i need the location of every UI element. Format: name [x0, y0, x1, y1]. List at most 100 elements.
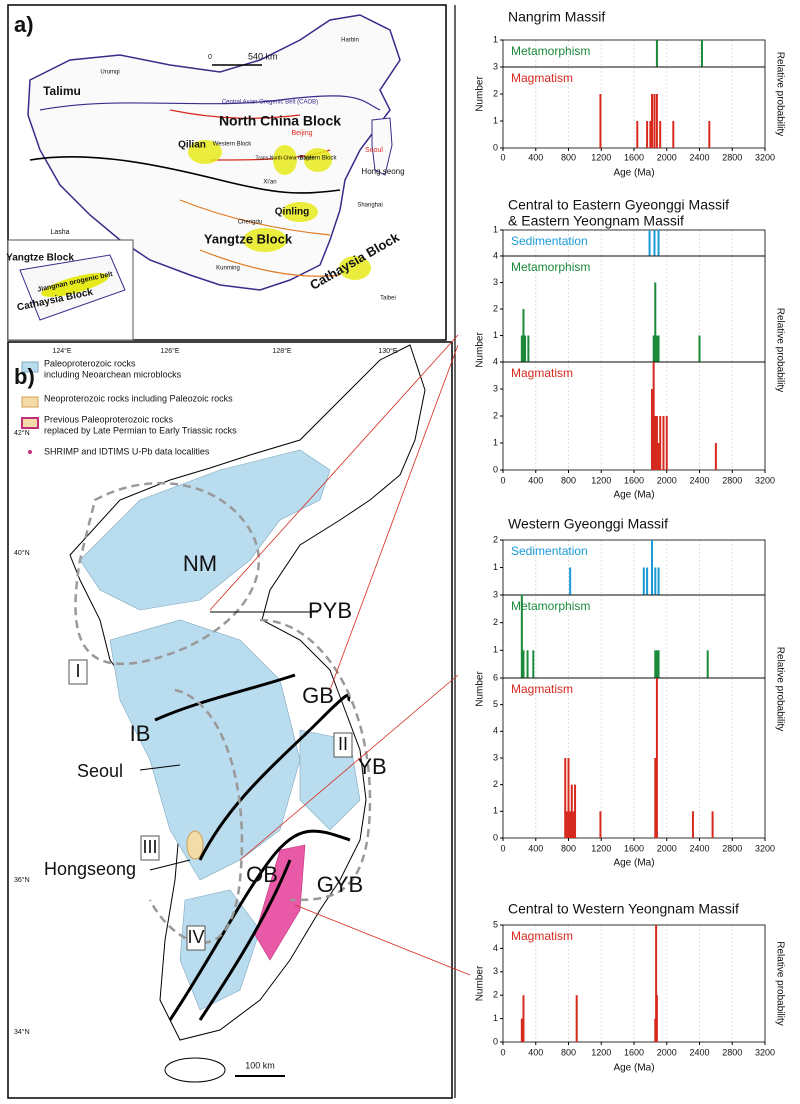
scale-text: 0	[208, 54, 212, 61]
boundary	[154, 673, 296, 722]
y-tick-label: 3	[493, 589, 498, 599]
chart-title: Western Gyeonggi Massif	[508, 516, 668, 532]
bar	[655, 650, 658, 678]
connector	[239, 674, 459, 861]
chart-title: & Eastern Yeongnam Massif	[508, 213, 684, 229]
x-tick-label: 800	[561, 1047, 576, 1057]
y-tick-label: 1	[493, 562, 498, 572]
map-label: Chengdu	[238, 220, 262, 226]
qilian-zone	[188, 140, 222, 164]
qinling-zone	[282, 202, 318, 222]
y2-axis-label: Relative probability	[774, 647, 785, 732]
x-tick-label: 2800	[722, 1047, 742, 1057]
eastern-zone	[304, 148, 332, 172]
x-tick-label: 2000	[657, 152, 677, 162]
y-tick-label: 6	[493, 672, 498, 682]
bar	[649, 121, 652, 148]
bar	[654, 282, 657, 362]
y-tick-label: 1	[493, 1013, 498, 1023]
bar	[636, 121, 639, 148]
map-label: Western Block	[213, 142, 253, 148]
bar	[651, 389, 654, 470]
y-tick-label: 1	[493, 806, 498, 816]
y2-axis-label: Relative probability	[774, 308, 785, 393]
y-tick-label: 2	[493, 88, 498, 98]
x-tick-label: 2000	[657, 843, 677, 853]
bar	[662, 416, 665, 470]
map-label: OB	[246, 862, 278, 887]
x-tick-label: 3200	[755, 1047, 775, 1057]
map-label: North China Block	[219, 113, 341, 129]
connector	[329, 344, 459, 691]
bar	[657, 650, 660, 678]
y-tick-label: 4	[493, 250, 498, 260]
leader-line	[149, 859, 191, 871]
bar	[654, 650, 657, 678]
bar	[520, 595, 523, 678]
bar	[698, 335, 701, 362]
y-tick-label: 3	[493, 383, 498, 393]
map-label: Central Asian Orogenic Belt (CAOB)	[222, 100, 318, 106]
jeju-island	[164, 1057, 226, 1083]
map-label: YB	[357, 754, 386, 779]
x-tick-label: 2800	[722, 843, 742, 853]
scale-text: 100 km	[245, 1060, 275, 1070]
bar	[655, 40, 658, 67]
x-tick-label: 2400	[689, 475, 709, 485]
legend-swatch	[21, 417, 39, 429]
x-axis-label: Age (Ma)	[613, 168, 654, 179]
bar	[659, 121, 662, 148]
bar	[520, 1018, 523, 1042]
y-tick-label: 3	[493, 277, 498, 287]
y-tick-label: 1	[493, 330, 498, 340]
x-tick-label: 2000	[657, 475, 677, 485]
y-tick-label: 2	[493, 410, 498, 420]
belt-lines	[179, 199, 341, 277]
y-tick-label: 2	[493, 534, 498, 544]
label-box	[68, 659, 88, 685]
bar	[646, 121, 649, 148]
y-tick-label: 1	[493, 115, 498, 125]
bar	[564, 758, 567, 838]
series-label: Metamorphism	[511, 44, 590, 58]
map-label: Harbin	[341, 38, 359, 44]
y-tick-label: 0	[493, 464, 498, 474]
bar	[651, 94, 654, 148]
legend-dot	[28, 450, 32, 454]
bar	[653, 230, 656, 256]
y-tick-label: 0	[493, 142, 498, 152]
y-tick-label: 3	[493, 752, 498, 762]
y-axis-label: Number	[475, 671, 486, 707]
legend-text: SHRIMP and IDTIMS U-Pb data localities	[44, 446, 210, 456]
x-axis-label: Age (Ma)	[613, 490, 654, 501]
bar	[655, 925, 658, 1042]
panel-label: b)	[14, 364, 35, 389]
latitude-label: 40°N	[14, 549, 30, 557]
x-tick-label: 2800	[722, 152, 742, 162]
map-label: Taibei	[380, 296, 396, 302]
cathaysia-zone	[339, 256, 371, 280]
label-box	[186, 925, 206, 951]
connector	[209, 334, 459, 611]
x-tick-label: 1600	[624, 152, 644, 162]
bar	[642, 567, 645, 595]
series-label: Sedimentation	[511, 234, 588, 248]
y2-axis-label: Relative probability	[774, 941, 785, 1026]
caob-boundary	[39, 95, 381, 111]
map-label: Xi'an	[263, 180, 276, 186]
x-tick-label: 1600	[624, 475, 644, 485]
latitude-label: 34°N	[14, 1028, 30, 1036]
y-tick-label: 0	[493, 1036, 498, 1046]
map-label: Qinling	[275, 207, 309, 218]
tnco-zone	[273, 145, 297, 175]
bar	[651, 540, 654, 595]
x-tick-label: 3200	[755, 843, 775, 853]
bar	[655, 416, 658, 470]
x-tick-label: 3200	[755, 152, 775, 162]
latitude-label: 36°N	[14, 876, 30, 884]
bar	[657, 443, 660, 470]
x-axis-label: Age (Ma)	[613, 858, 654, 869]
bar	[648, 230, 651, 256]
bar	[522, 995, 525, 1042]
